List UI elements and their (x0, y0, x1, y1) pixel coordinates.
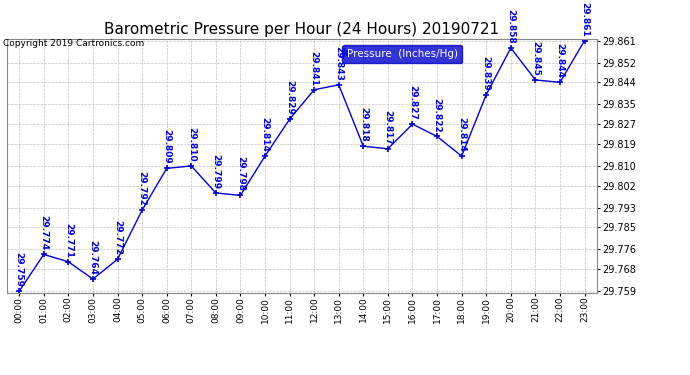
Text: 29.771: 29.771 (64, 223, 73, 258)
Pressure  (Inches/Hg) (531, 78, 540, 82)
Pressure  (Inches/Hg) (556, 80, 564, 85)
Text: 29.843: 29.843 (334, 46, 343, 81)
Text: 29.809: 29.809 (162, 129, 171, 164)
Text: 29.810: 29.810 (187, 127, 196, 162)
Pressure  (Inches/Hg) (212, 191, 220, 195)
Text: 29.774: 29.774 (39, 215, 48, 250)
Text: 29.829: 29.829 (285, 80, 294, 115)
Text: 29.817: 29.817 (384, 110, 393, 145)
Pressure  (Inches/Hg) (433, 134, 441, 139)
Pressure  (Inches/Hg) (187, 164, 195, 168)
Pressure  (Inches/Hg) (408, 122, 417, 126)
Pressure  (Inches/Hg) (163, 166, 171, 171)
Pressure  (Inches/Hg) (310, 87, 318, 92)
Text: 29.861: 29.861 (580, 2, 589, 36)
Text: 29.822: 29.822 (433, 98, 442, 132)
Pressure  (Inches/Hg) (359, 144, 368, 148)
Text: 29.839: 29.839 (482, 56, 491, 90)
Text: 29.814: 29.814 (457, 117, 466, 152)
Text: 29.814: 29.814 (261, 117, 270, 152)
Pressure  (Inches/Hg) (89, 277, 97, 281)
Pressure  (Inches/Hg) (580, 38, 589, 43)
Pressure  (Inches/Hg) (261, 154, 269, 158)
Text: 29.792: 29.792 (137, 171, 146, 206)
Pressure  (Inches/Hg) (286, 117, 294, 122)
Text: 29.845: 29.845 (531, 41, 540, 76)
Text: 29.798: 29.798 (236, 156, 245, 191)
Pressure  (Inches/Hg) (236, 193, 244, 198)
Pressure  (Inches/Hg) (384, 147, 392, 151)
Line: Pressure  (Inches/Hg): Pressure (Inches/Hg) (16, 37, 588, 295)
Title: Barometric Pressure per Hour (24 Hours) 20190721: Barometric Pressure per Hour (24 Hours) … (104, 22, 500, 37)
Pressure  (Inches/Hg) (482, 92, 491, 97)
Pressure  (Inches/Hg) (138, 208, 146, 212)
Text: 29.827: 29.827 (408, 85, 417, 120)
Text: 29.799: 29.799 (211, 154, 220, 189)
Pressure  (Inches/Hg) (64, 260, 72, 264)
Pressure  (Inches/Hg) (39, 252, 48, 257)
Pressure  (Inches/Hg) (15, 289, 23, 294)
Pressure  (Inches/Hg) (457, 154, 466, 158)
Text: 29.818: 29.818 (359, 107, 368, 142)
Text: 29.772: 29.772 (113, 220, 122, 255)
Pressure  (Inches/Hg) (113, 257, 121, 262)
Text: 29.759: 29.759 (14, 252, 23, 287)
Text: Copyright 2019 Cartronics.com: Copyright 2019 Cartronics.com (3, 39, 145, 48)
Text: 29.841: 29.841 (310, 51, 319, 86)
Text: 29.858: 29.858 (506, 9, 515, 44)
Legend: Pressure  (Inches/Hg): Pressure (Inches/Hg) (342, 45, 462, 63)
Pressure  (Inches/Hg) (335, 82, 343, 87)
Pressure  (Inches/Hg) (506, 46, 515, 50)
Text: 29.844: 29.844 (555, 43, 564, 78)
Text: 29.764: 29.764 (88, 240, 97, 275)
